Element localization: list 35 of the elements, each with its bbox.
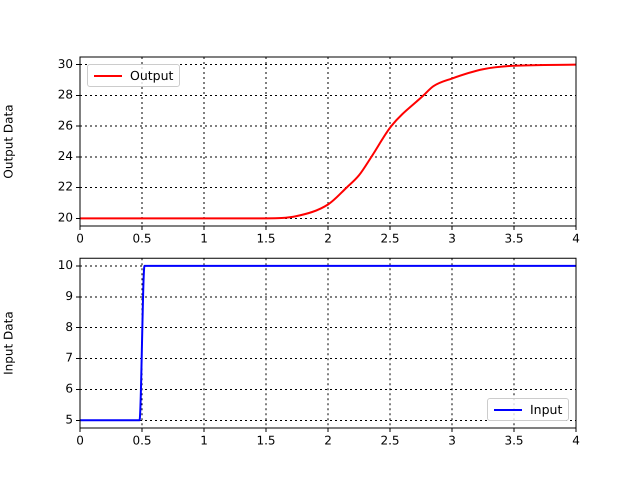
x-tick-label: 1.5 bbox=[256, 231, 276, 246]
y-tick-label: 24 bbox=[58, 148, 73, 163]
x-tick-label: 2.5 bbox=[380, 231, 400, 246]
x-tick-label: 2.5 bbox=[380, 433, 400, 448]
x-tick-label: 1 bbox=[200, 433, 208, 448]
x-tick-label: 4 bbox=[572, 231, 580, 246]
y-tick-label: 10 bbox=[58, 258, 73, 272]
y-tick-label: 26 bbox=[58, 118, 73, 132]
x-tick-label: 1 bbox=[200, 231, 208, 246]
x-tick-label: 1.5 bbox=[256, 433, 276, 448]
y-axis-title: Input Data bbox=[1, 311, 16, 375]
legend-label: Input bbox=[530, 402, 562, 417]
y-tick-label: 9 bbox=[65, 288, 73, 303]
y-axis-title: Output Data bbox=[1, 104, 16, 179]
x-tick-label: 3.5 bbox=[504, 231, 524, 246]
line-series bbox=[80, 64, 576, 220]
y-tick-label: 5 bbox=[65, 412, 73, 426]
y-tick-label: 28 bbox=[58, 88, 73, 102]
y-tick-label: 22 bbox=[58, 180, 73, 194]
x-tick-label: 0.5 bbox=[132, 433, 152, 448]
x-tick-label: 0 bbox=[76, 433, 84, 448]
y-tick-label: 30 bbox=[58, 56, 73, 71]
x-tick-label: 3 bbox=[448, 433, 456, 448]
x-tick-label: 2 bbox=[324, 433, 332, 448]
y-tick-label: 8 bbox=[65, 320, 73, 334]
x-tick-label: 2 bbox=[324, 231, 332, 246]
legend-label: Output bbox=[130, 68, 174, 83]
x-tick-label: 0.5 bbox=[132, 231, 152, 246]
y-tick-label: 20 bbox=[58, 210, 73, 224]
x-tick-label: 0 bbox=[76, 231, 84, 246]
x-tick-label: 3 bbox=[448, 231, 456, 246]
x-tick-label: 4 bbox=[572, 433, 580, 448]
y-tick-label: 6 bbox=[65, 382, 73, 396]
x-tick-label: 3.5 bbox=[504, 433, 524, 448]
y-tick-label: 7 bbox=[65, 350, 73, 365]
